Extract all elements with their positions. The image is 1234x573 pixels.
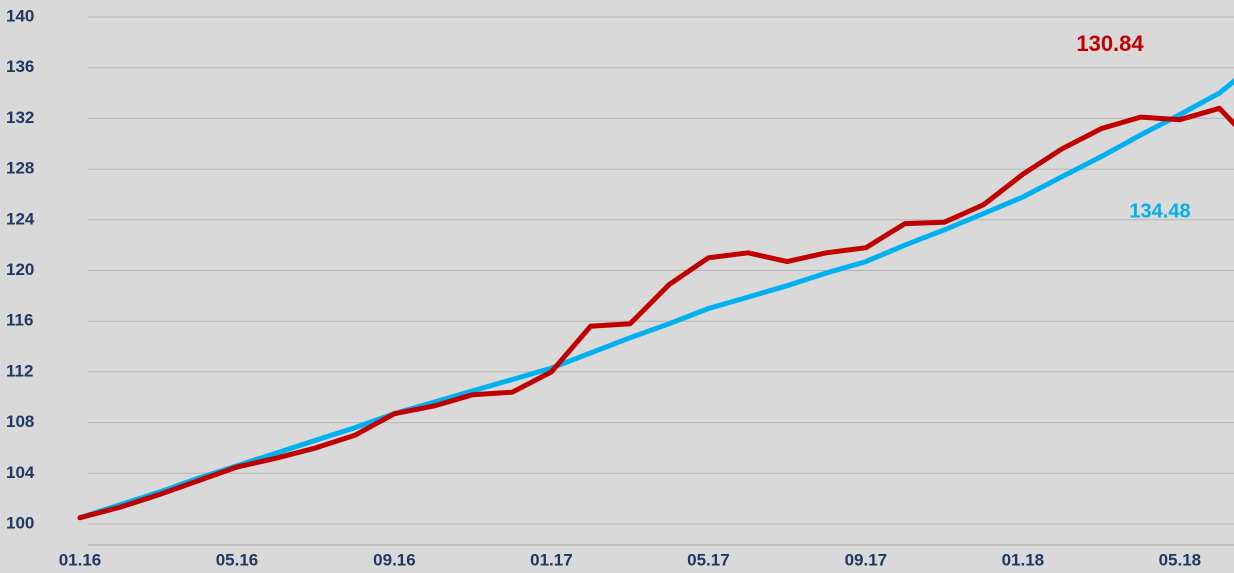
y-tick-label: 140 (6, 6, 34, 25)
x-tick-label: 05.17 (687, 550, 730, 569)
x-tick-label: 05.18 (1159, 550, 1202, 569)
y-tick-label: 108 (6, 412, 34, 431)
y-tick-label: 136 (6, 57, 34, 76)
y-tick-label: 132 (6, 108, 34, 127)
annotation: 130.84 (1076, 31, 1144, 56)
y-tick-label: 100 (6, 513, 34, 532)
x-tick-label: 01.18 (1002, 550, 1045, 569)
y-tick-label: 104 (6, 463, 35, 482)
x-tick-label: 01.17 (530, 550, 573, 569)
y-tick-label: 128 (6, 159, 34, 178)
series-line (77, 78, 1234, 521)
x-tick-label: 01.16 (59, 550, 102, 569)
y-tick-label: 116 (6, 311, 33, 330)
series-line (77, 105, 1234, 521)
x-tick-label: 05.16 (216, 550, 259, 569)
x-tick-label: 09.16 (373, 550, 416, 569)
y-tick-label: 120 (6, 260, 34, 279)
annotation: 134.48 (1129, 200, 1190, 222)
y-tick-label: 112 (6, 361, 33, 380)
y-tick-label: 124 (6, 209, 35, 228)
x-tick-label: 09.17 (845, 550, 888, 569)
